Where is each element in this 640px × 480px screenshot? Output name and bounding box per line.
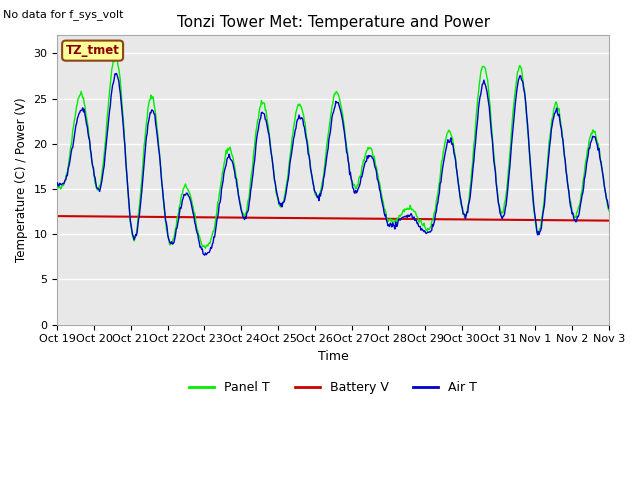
Text: TZ_tmet: TZ_tmet <box>66 44 120 57</box>
Text: No data for f_sys_volt: No data for f_sys_volt <box>3 9 124 20</box>
X-axis label: Time: Time <box>318 350 349 363</box>
Y-axis label: Temperature (C) / Power (V): Temperature (C) / Power (V) <box>15 97 28 262</box>
Legend: Panel T, Battery V, Air T: Panel T, Battery V, Air T <box>184 376 483 399</box>
Title: Tonzi Tower Met: Temperature and Power: Tonzi Tower Met: Temperature and Power <box>177 15 490 30</box>
